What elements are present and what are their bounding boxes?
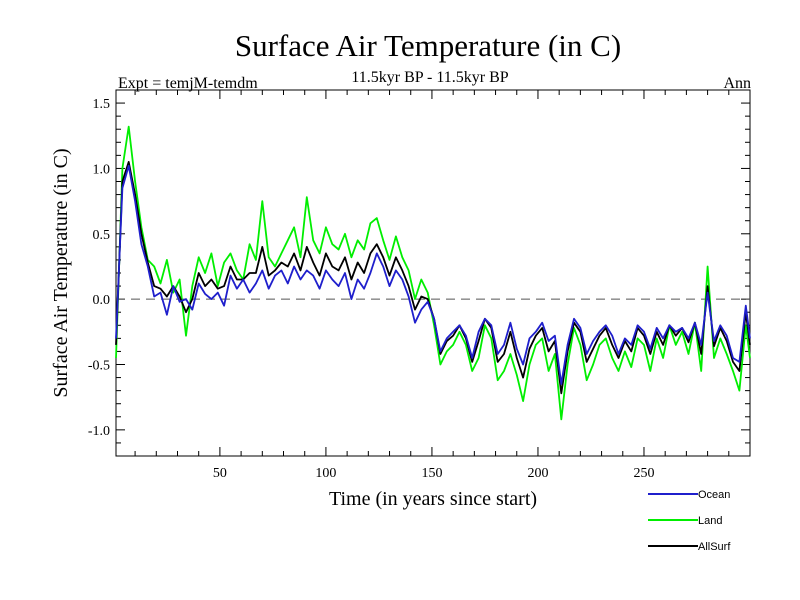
axis-tick-labels: 50 100 150 200 250 -1.0 -0.5 0.0 0.5 1.0 1.5: [88, 97, 655, 481]
series-line-ocean: [115, 164, 751, 386]
experiment-label: Expt = temjM-temdm: [118, 75, 258, 92]
y-tick-label: -0.5: [88, 359, 110, 374]
plot-frame: [115, 89, 751, 457]
series-line-allsurf: [115, 160, 751, 395]
legend: Ocean Land AllSurf: [648, 489, 731, 553]
legend-label-land: Land: [698, 515, 722, 527]
series-line-land: [115, 125, 751, 421]
y-tick-label: 1.5: [93, 97, 111, 112]
y-tick-label: 1.0: [93, 162, 111, 177]
y-tick-label: 0.0: [93, 293, 111, 308]
chart-title: Surface Air Temperature (in C): [235, 28, 621, 63]
y-tick-label: -1.0: [88, 424, 110, 439]
legend-label-ocean: Ocean: [698, 489, 730, 501]
period-label: 11.5kyr BP - 11.5kyr BP: [351, 69, 508, 86]
x-tick-label: 250: [633, 466, 654, 481]
x-axis-label: Time (in years since start): [329, 488, 537, 510]
x-tick-label: 200: [527, 466, 548, 481]
season-label: Ann: [723, 75, 751, 92]
axis-ticks: [116, 90, 750, 456]
x-tick-label: 50: [213, 466, 227, 481]
x-tick-label: 150: [421, 466, 442, 481]
plot-area: 50 100 150 200 250 -1.0 -0.5 0.0 0.5 1.0 1.5: [88, 89, 751, 481]
y-tick-label: 0.5: [93, 228, 111, 243]
legend-label-allsurf: AllSurf: [698, 541, 731, 553]
y-axis-label: Surface Air Temperature (in C): [50, 148, 72, 397]
series-lines: [115, 125, 751, 421]
x-tick-label: 100: [315, 466, 336, 481]
